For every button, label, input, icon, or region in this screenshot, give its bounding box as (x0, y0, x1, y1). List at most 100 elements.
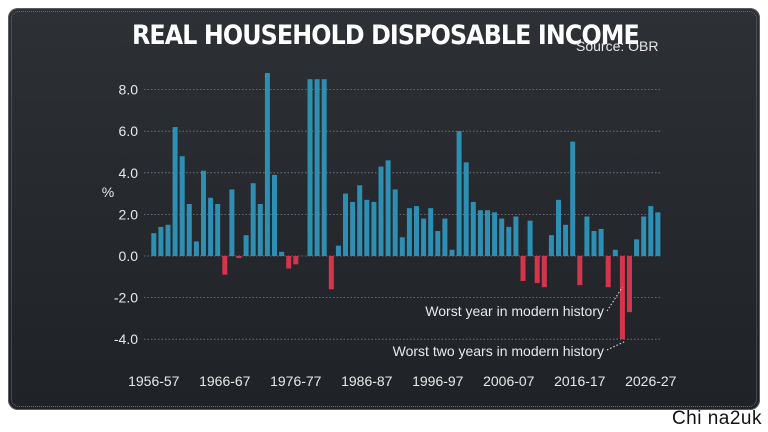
bar-negative (286, 256, 292, 269)
bar-positive (506, 226, 512, 256)
bar-positive (350, 201, 356, 256)
x-tick-label: 2016-17 (554, 373, 606, 389)
chart-title: REAL HOUSEHOLD DISPOSABLE INCOME (132, 20, 640, 51)
y-tick-label: -2.0 (114, 290, 138, 306)
bar-positive (570, 141, 576, 256)
bar-negative (520, 256, 526, 281)
bar-positive (548, 235, 554, 256)
bar-positive (378, 166, 384, 256)
bar-positive (421, 218, 427, 256)
bars (151, 72, 661, 340)
bar-positive (634, 239, 640, 256)
bar-negative (627, 256, 632, 313)
bar-negative (236, 256, 242, 259)
bar-negative (619, 256, 625, 340)
y-tick-label: -4.0 (114, 331, 138, 347)
bar-positive (591, 231, 597, 256)
x-tick-label: 1956-57 (128, 373, 180, 389)
bar-positive (449, 249, 455, 256)
bar-positive (435, 231, 441, 256)
x-tick-label: 1986-87 (341, 373, 393, 389)
bar-positive (335, 245, 341, 256)
source-label: Source: OBR (576, 38, 659, 54)
bar-positive (385, 160, 391, 256)
bar-positive (307, 79, 313, 256)
bar-positive (513, 216, 519, 256)
bar-positive (470, 201, 476, 256)
x-tick-label: 1976-77 (270, 373, 322, 389)
bar-positive (406, 208, 412, 256)
bar-positive (527, 220, 533, 256)
x-tick-label: 1996-97 (412, 373, 464, 389)
bar-positive (151, 233, 157, 256)
bar-positive (179, 156, 185, 256)
y-tick-label: 2.0 (119, 206, 139, 222)
bar-positive (158, 226, 164, 256)
x-tick-label: 2006-07 (483, 373, 535, 389)
bar-positive (612, 249, 618, 256)
bar-positive (428, 208, 434, 256)
bar-positive (492, 212, 498, 256)
bar-positive (641, 216, 647, 256)
chart-panel (8, 8, 760, 410)
axis-ticks: -4.0 -2.0 0.0 2.0 4.0 6.0 8.0% 1956-57 1966-67 19… (102, 82, 677, 389)
bar-positive (321, 79, 327, 256)
bar-positive (499, 218, 505, 256)
y-tick-label: 0.0 (119, 248, 139, 264)
bar-positive (314, 79, 320, 256)
y-axis-label: % (102, 184, 114, 200)
bar-positive (250, 183, 256, 256)
bar-positive (556, 199, 561, 256)
bar-negative (541, 256, 547, 288)
gridlines (144, 89, 662, 340)
bar-positive (477, 210, 483, 256)
bar-negative (605, 256, 611, 288)
annotation-leader-line (606, 286, 623, 312)
bar-positive (257, 204, 263, 256)
bar-negative (577, 256, 583, 286)
annotation-leader-line (606, 340, 626, 351)
bar-positive (272, 174, 277, 256)
bar-positive (357, 185, 363, 256)
bar-positive (399, 237, 405, 256)
bar-positive (264, 72, 270, 257)
bar-positive (172, 127, 178, 256)
bar-positive (364, 199, 370, 256)
bar-positive (648, 206, 654, 256)
bar-negative (293, 256, 299, 265)
bar-positive (392, 189, 398, 256)
annotation-worst-year: Worst year in modern history (425, 303, 604, 319)
bar-positive (655, 212, 661, 256)
bar-positive (463, 162, 469, 256)
y-tick-label: 6.0 (119, 123, 139, 139)
bar-positive (371, 201, 377, 256)
bar-positive (279, 251, 285, 256)
bar-positive (186, 204, 192, 256)
y-tick-label: 8.0 (119, 82, 139, 98)
bar-positive (485, 210, 490, 256)
bar-positive (243, 235, 249, 256)
bar-positive (456, 131, 462, 256)
bar-negative (328, 256, 334, 290)
bar-positive (563, 224, 569, 256)
watermark: Chi na2uk (671, 408, 762, 429)
bar-positive (584, 216, 590, 256)
bar-negative (222, 256, 228, 275)
bar-positive (165, 224, 171, 256)
y-tick-label: 4.0 (119, 165, 139, 181)
x-tick-label: 2026-27 (625, 373, 677, 389)
bar-positive (208, 197, 214, 256)
bar-positive (229, 189, 235, 256)
bar-positive (215, 204, 221, 256)
x-tick-label: 1966-67 (199, 373, 251, 389)
bar-positive (442, 218, 448, 256)
bar-negative (534, 256, 540, 284)
bar-positive (201, 170, 206, 256)
bar-positive (598, 228, 604, 256)
bar-positive (193, 241, 199, 256)
annotations: Worst year in modern history Worst two ye… (393, 286, 626, 359)
annotation-worst-two-years: Worst two years in modern history (393, 343, 604, 359)
bar-positive (414, 206, 419, 256)
